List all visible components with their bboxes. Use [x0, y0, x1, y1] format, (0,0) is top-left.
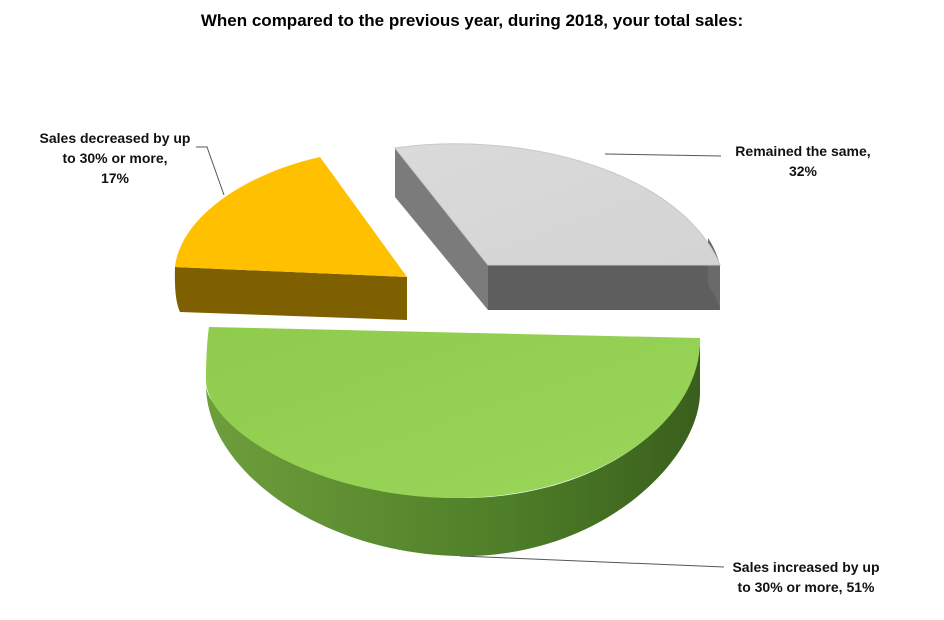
data-label-increased: Sales increased by up to 30% or more, 51… [718, 557, 894, 597]
data-label-same-line1: Remained the same, [735, 143, 871, 159]
data-label-increased-line1: Sales increased by up [732, 559, 880, 575]
data-label-increased-line2: to 30% or more, 51% [737, 579, 875, 595]
pie-slice-increased [206, 327, 701, 557]
chart-title: When compared to the previous year, duri… [200, 11, 744, 30]
pie-slice-decreased [174, 157, 407, 320]
data-label-decreased-line3: 17% [100, 170, 130, 186]
leader-line-increased [459, 555, 725, 568]
data-label-decreased-line1: Sales decreased by up [39, 130, 191, 146]
data-label-decreased: Sales decreased by up to 30% or more, 17… [20, 128, 210, 188]
leader-line-same [604, 153, 722, 157]
leader-line-decreased [196, 146, 225, 196]
slice-same-left-side [395, 148, 488, 310]
slice-increased-top [206, 327, 701, 498]
slice-same-front-side [488, 265, 720, 310]
data-label-decreased-line2: to 30% or more, [62, 150, 168, 166]
slice-decreased-top [175, 157, 407, 277]
slice-increased-side [206, 338, 700, 557]
data-label-same: Remained the same, 32% [718, 141, 888, 181]
data-label-same-line2: 32% [788, 163, 818, 179]
slice-same-top [394, 143, 721, 266]
pie-slice-same [394, 143, 721, 310]
slice-decreased-front-side [174, 267, 407, 320]
